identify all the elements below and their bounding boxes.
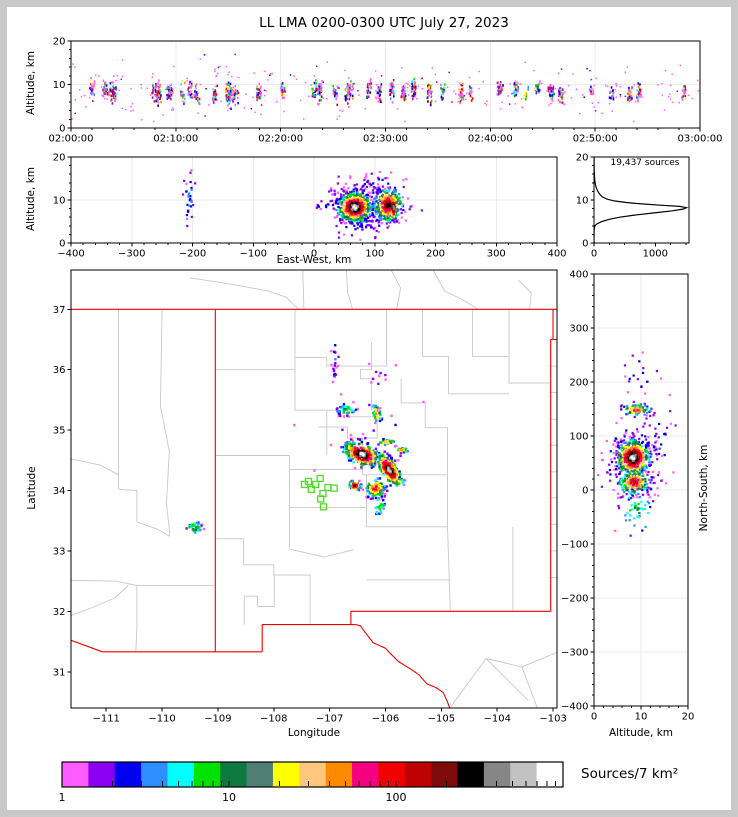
time_height-ticks [67,40,701,132]
svg-text:−107: −107 [316,714,343,725]
ew-panel-ylabel: Altitude, km [25,167,37,232]
svg-text:300: 300 [569,324,588,335]
time_height-panel: 02:00:00 02:10:00 02:20:00 02:30:00 02:40:00… [49,37,723,145]
svg-text:−109: −109 [204,714,231,725]
ns_height-data [596,351,677,537]
map-ylabel: Latitude [26,466,38,510]
svg-text:20: 20 [53,37,66,48]
svg-text:−400: −400 [561,702,588,713]
svg-text:−100: −100 [561,540,588,551]
svg-text:−105: −105 [428,714,455,725]
svg-text:400: 400 [569,270,588,281]
svg-text:0: 0 [582,239,588,250]
svg-text:200: 200 [426,249,445,260]
alt_histogram-ticks [590,156,687,247]
svg-text:10: 10 [576,196,589,207]
svg-text:1000: 1000 [643,249,668,260]
svg-text:100: 100 [569,432,588,443]
time_height-data [71,53,700,123]
svg-text:02:30:00: 02:30:00 [363,134,408,145]
svg-text:0: 0 [582,486,588,497]
ew_height-panel: −400 −300 −200 −100 0 100 200 300 400 0 10 20 [53,153,567,260]
svg-text:20: 20 [576,153,589,164]
time_height-grid [71,41,700,128]
plan_map-panel: −111 −110 −109 −108 −107 −106 −105 −104 −103 31 32… [53,269,567,725]
svg-text:34: 34 [53,486,66,497]
svg-text:100: 100 [365,249,384,260]
plan_map-tick-labels: −111 −110 −109 −108 −107 −106 −105 −104 −103 31 32… [53,305,567,725]
svg-text:−100: −100 [240,249,267,260]
svg-text:0: 0 [591,249,597,260]
svg-text:10: 10 [635,712,648,723]
time_height-tick-labels: 02:00:00 02:10:00 02:20:00 02:30:00 02:40:00… [49,37,723,145]
svg-text:−103: −103 [539,714,566,725]
svg-text:37: 37 [53,305,66,316]
svg-text:03:00:00: 03:00:00 [678,134,723,145]
svg-text:10: 10 [53,80,66,91]
svg-text:−106: −106 [372,714,399,725]
svg-text:10: 10 [53,196,66,207]
svg-text:02:20:00: 02:20:00 [258,134,303,145]
svg-text:−108: −108 [260,714,287,725]
svg-text:0: 0 [311,249,317,260]
colorbar-tick-labels: 1 10 100 [59,791,407,804]
ew-panel-xlabel: East-West, km [276,254,352,266]
svg-text:10: 10 [222,791,236,804]
alt_histogram-tick-labels: 0 1000 0 10 20 [576,153,668,260]
svg-text:02:50:00: 02:50:00 [573,134,618,145]
svg-text:20: 20 [53,153,66,164]
svg-text:−300: −300 [118,249,145,260]
ns_height-ticks [590,273,689,710]
map-xlabel: Longitude [287,727,341,739]
lma-station-markers [300,474,338,511]
svg-text:02:00:00: 02:00:00 [49,134,94,145]
svg-text:0: 0 [591,712,597,723]
svg-text:−300: −300 [561,648,588,659]
plan_map-frame [70,269,558,709]
ns-panel-xlabel: Altitude, km [608,727,673,739]
plan_map-data [71,270,557,708]
ns_height-panel: 0 10 20 −400 −300 −200 −100 0 100 200 300 400 [561,270,694,723]
ns-panel-ylabel: North-South, km [698,444,710,532]
svg-text:02:10:00: 02:10:00 [153,134,198,145]
ew_height-data [181,169,423,241]
svg-text:200: 200 [569,378,588,389]
svg-text:400: 400 [547,249,566,260]
svg-text:−110: −110 [148,714,175,725]
svg-text:−104: −104 [483,714,510,725]
colorbar-label: Sources/7 km² [581,766,679,782]
svg-text:33: 33 [53,546,66,557]
svg-text:0: 0 [59,239,65,250]
svg-text:31: 31 [53,667,66,678]
svg-text:−200: −200 [179,249,206,260]
svg-text:35: 35 [53,426,66,437]
ns_height-grid [594,274,688,706]
alt_histogram-panel: 0 1000 0 10 20 [576,153,690,260]
svg-text:−111: −111 [92,714,119,725]
ew_height-ticks [67,156,558,247]
svg-text:20: 20 [682,712,695,723]
svg-text:02:40:00: 02:40:00 [468,134,513,145]
svg-text:0: 0 [59,124,65,135]
source-count-annotation: 19,437 sources [610,158,680,168]
ew_height-grid [71,157,557,243]
svg-text:36: 36 [53,365,66,376]
ns_height-tick-labels: 0 10 20 −400 −300 −200 −100 0 100 200 300 400 [561,270,694,723]
figure-title: LL LMA 0200-0300 UTC July 27, 2023 [259,15,509,31]
svg-text:300: 300 [487,249,506,260]
svg-text:32: 32 [53,607,66,618]
svg-text:−400: −400 [57,249,84,260]
svg-text:−200: −200 [561,594,588,605]
ew_height-tick-labels: −400 −300 −200 −100 0 100 200 300 400 0 10 20 [53,153,567,260]
colorbar: 1 10 100 [59,761,564,804]
svg-text:1: 1 [59,791,66,804]
plan_map-ticks [67,308,554,712]
